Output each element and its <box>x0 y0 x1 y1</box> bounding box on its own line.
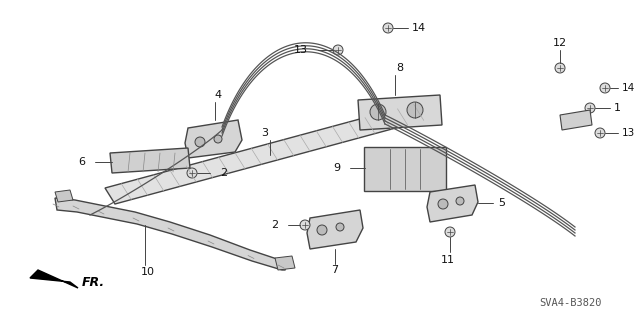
Polygon shape <box>358 95 442 130</box>
Circle shape <box>300 220 310 230</box>
Text: 2: 2 <box>271 220 278 230</box>
Text: 8: 8 <box>396 63 404 73</box>
Polygon shape <box>275 256 295 270</box>
Text: 6: 6 <box>78 157 85 167</box>
Text: 3: 3 <box>262 128 269 138</box>
Circle shape <box>195 137 205 147</box>
Text: SVA4-B3820: SVA4-B3820 <box>539 298 601 308</box>
Text: 13: 13 <box>294 45 308 55</box>
Polygon shape <box>307 210 363 249</box>
Polygon shape <box>185 120 242 158</box>
Text: 11: 11 <box>441 255 455 265</box>
Circle shape <box>370 104 386 120</box>
Circle shape <box>333 45 343 55</box>
Text: 4: 4 <box>214 90 221 100</box>
Circle shape <box>600 83 610 93</box>
Circle shape <box>383 23 393 33</box>
Text: 1: 1 <box>614 103 621 113</box>
Polygon shape <box>55 190 73 202</box>
Text: 14: 14 <box>622 83 636 93</box>
Circle shape <box>407 102 423 118</box>
Text: FR.: FR. <box>82 276 105 288</box>
Circle shape <box>456 197 464 205</box>
Polygon shape <box>110 148 190 173</box>
Polygon shape <box>105 100 440 204</box>
Circle shape <box>317 225 327 235</box>
Circle shape <box>336 223 344 231</box>
Polygon shape <box>427 185 478 222</box>
Text: 2: 2 <box>220 168 227 178</box>
Circle shape <box>555 63 565 73</box>
Circle shape <box>445 227 455 237</box>
Text: 12: 12 <box>553 38 567 48</box>
Polygon shape <box>30 270 78 288</box>
Circle shape <box>595 128 605 138</box>
Text: 13: 13 <box>622 128 636 138</box>
Text: 14: 14 <box>412 23 426 33</box>
Circle shape <box>438 199 448 209</box>
Text: 10: 10 <box>141 267 155 277</box>
Circle shape <box>214 135 222 143</box>
Polygon shape <box>55 198 288 270</box>
FancyBboxPatch shape <box>364 147 446 191</box>
Polygon shape <box>560 110 592 130</box>
Text: 9: 9 <box>333 163 340 173</box>
Text: 5: 5 <box>498 198 505 208</box>
Circle shape <box>585 103 595 113</box>
Circle shape <box>187 168 197 178</box>
Text: 7: 7 <box>332 265 339 275</box>
